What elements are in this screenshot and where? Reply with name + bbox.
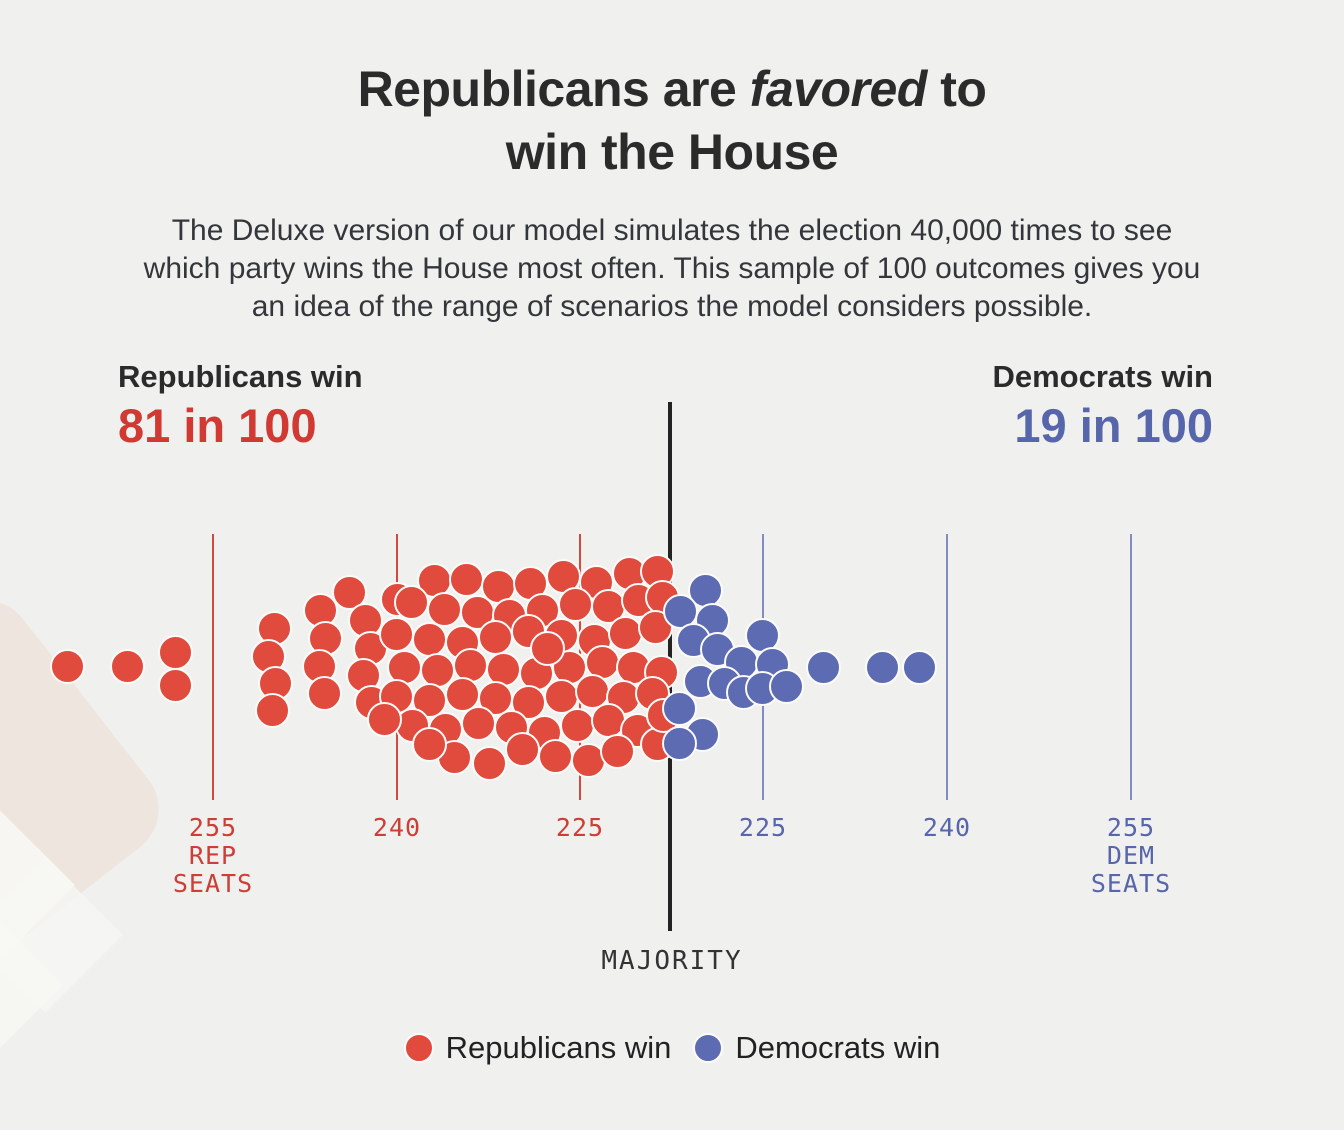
gridline-rep-255 [212, 534, 214, 800]
subtitle-line: which party wins the House most often. T… [143, 252, 1201, 285]
sim-dot-republican-win [412, 727, 447, 762]
tick-label-dem-255: 255 DEM SEATS [1090, 813, 1172, 898]
tick-label-rep-225: 225 [555, 813, 605, 842]
gridline-dem-240 [946, 534, 948, 800]
tick-label-rep-255: 255 REP SEATS [172, 813, 254, 898]
sim-dot-republican-win [394, 585, 429, 620]
sim-dot-republican-win [255, 693, 290, 728]
legend: Republicans win Democrats win [0, 1030, 1344, 1066]
republican-dot-swatch [403, 1033, 434, 1063]
sim-dot-democrat-win [769, 669, 804, 704]
sim-dot-republican-win [558, 587, 593, 622]
sim-dot-republican-win [478, 620, 513, 655]
democrat-dot-swatch [693, 1033, 724, 1063]
title-italic-word: favored [749, 61, 928, 117]
legend-label-republicans: Republicans win [445, 1030, 672, 1065]
sim-dot-republican-win [530, 631, 565, 666]
majority-label: MAJORITY [601, 946, 743, 976]
sim-dot-democrat-win [902, 650, 937, 685]
sim-dot-republican-win [449, 562, 484, 597]
sim-dot-republican-win [600, 734, 635, 769]
sim-dot-republican-win [158, 635, 193, 670]
sim-dot-republican-win [608, 616, 643, 651]
sim-dot-republican-win [110, 649, 145, 684]
sim-dot-republican-win [461, 706, 496, 741]
sim-dot-democrat-win [806, 650, 841, 685]
tick-label-rep-240: 240 [372, 813, 422, 842]
page-title-line2: win the House [505, 124, 839, 180]
sim-dot-democrat-win [865, 650, 900, 685]
tick-label-dem-240: 240 [922, 813, 972, 842]
sim-dot-republican-win [505, 732, 540, 767]
legend-label-democrats: Democrats win [735, 1030, 941, 1065]
tick-label-dem-225: 225 [738, 813, 788, 842]
sim-dot-republican-win [472, 746, 507, 781]
subtitle-line: an idea of the range of scenarios the mo… [251, 290, 1093, 323]
sim-dot-republican-win [50, 649, 85, 684]
legend-item-republicans: Republicans win [403, 1030, 672, 1066]
legend-item-democrats: Democrats win [693, 1030, 940, 1066]
subtitle: The Deluxe version of our model simulate… [0, 212, 1344, 326]
gridline-dem-255 [1130, 534, 1132, 800]
republicans-win-label: Republicans win [118, 359, 363, 394]
sim-dot-republican-win [158, 668, 193, 703]
sim-dot-republican-win [538, 739, 573, 774]
sim-dot-republican-win [307, 676, 342, 711]
republicans-win-odds: 81 in 100 [118, 399, 317, 452]
sim-dot-republican-win [379, 617, 414, 652]
republicans-win-annotation: Republicans win 81 in 100 [118, 360, 363, 452]
sim-dot-republican-win [367, 702, 402, 737]
sim-dot-republican-win [560, 708, 595, 743]
democrats-win-odds: 19 in 100 [1014, 399, 1213, 452]
sim-dot-republican-win [412, 622, 447, 657]
subtitle-line: The Deluxe version of our model simulate… [171, 214, 1173, 247]
democrats-win-label: Democrats win [992, 359, 1213, 394]
sim-dot-democrat-win [662, 726, 697, 761]
page-title: Republicans are favored to win the House [357, 61, 987, 180]
democrats-win-annotation: Democrats win 19 in 100 [992, 360, 1213, 452]
